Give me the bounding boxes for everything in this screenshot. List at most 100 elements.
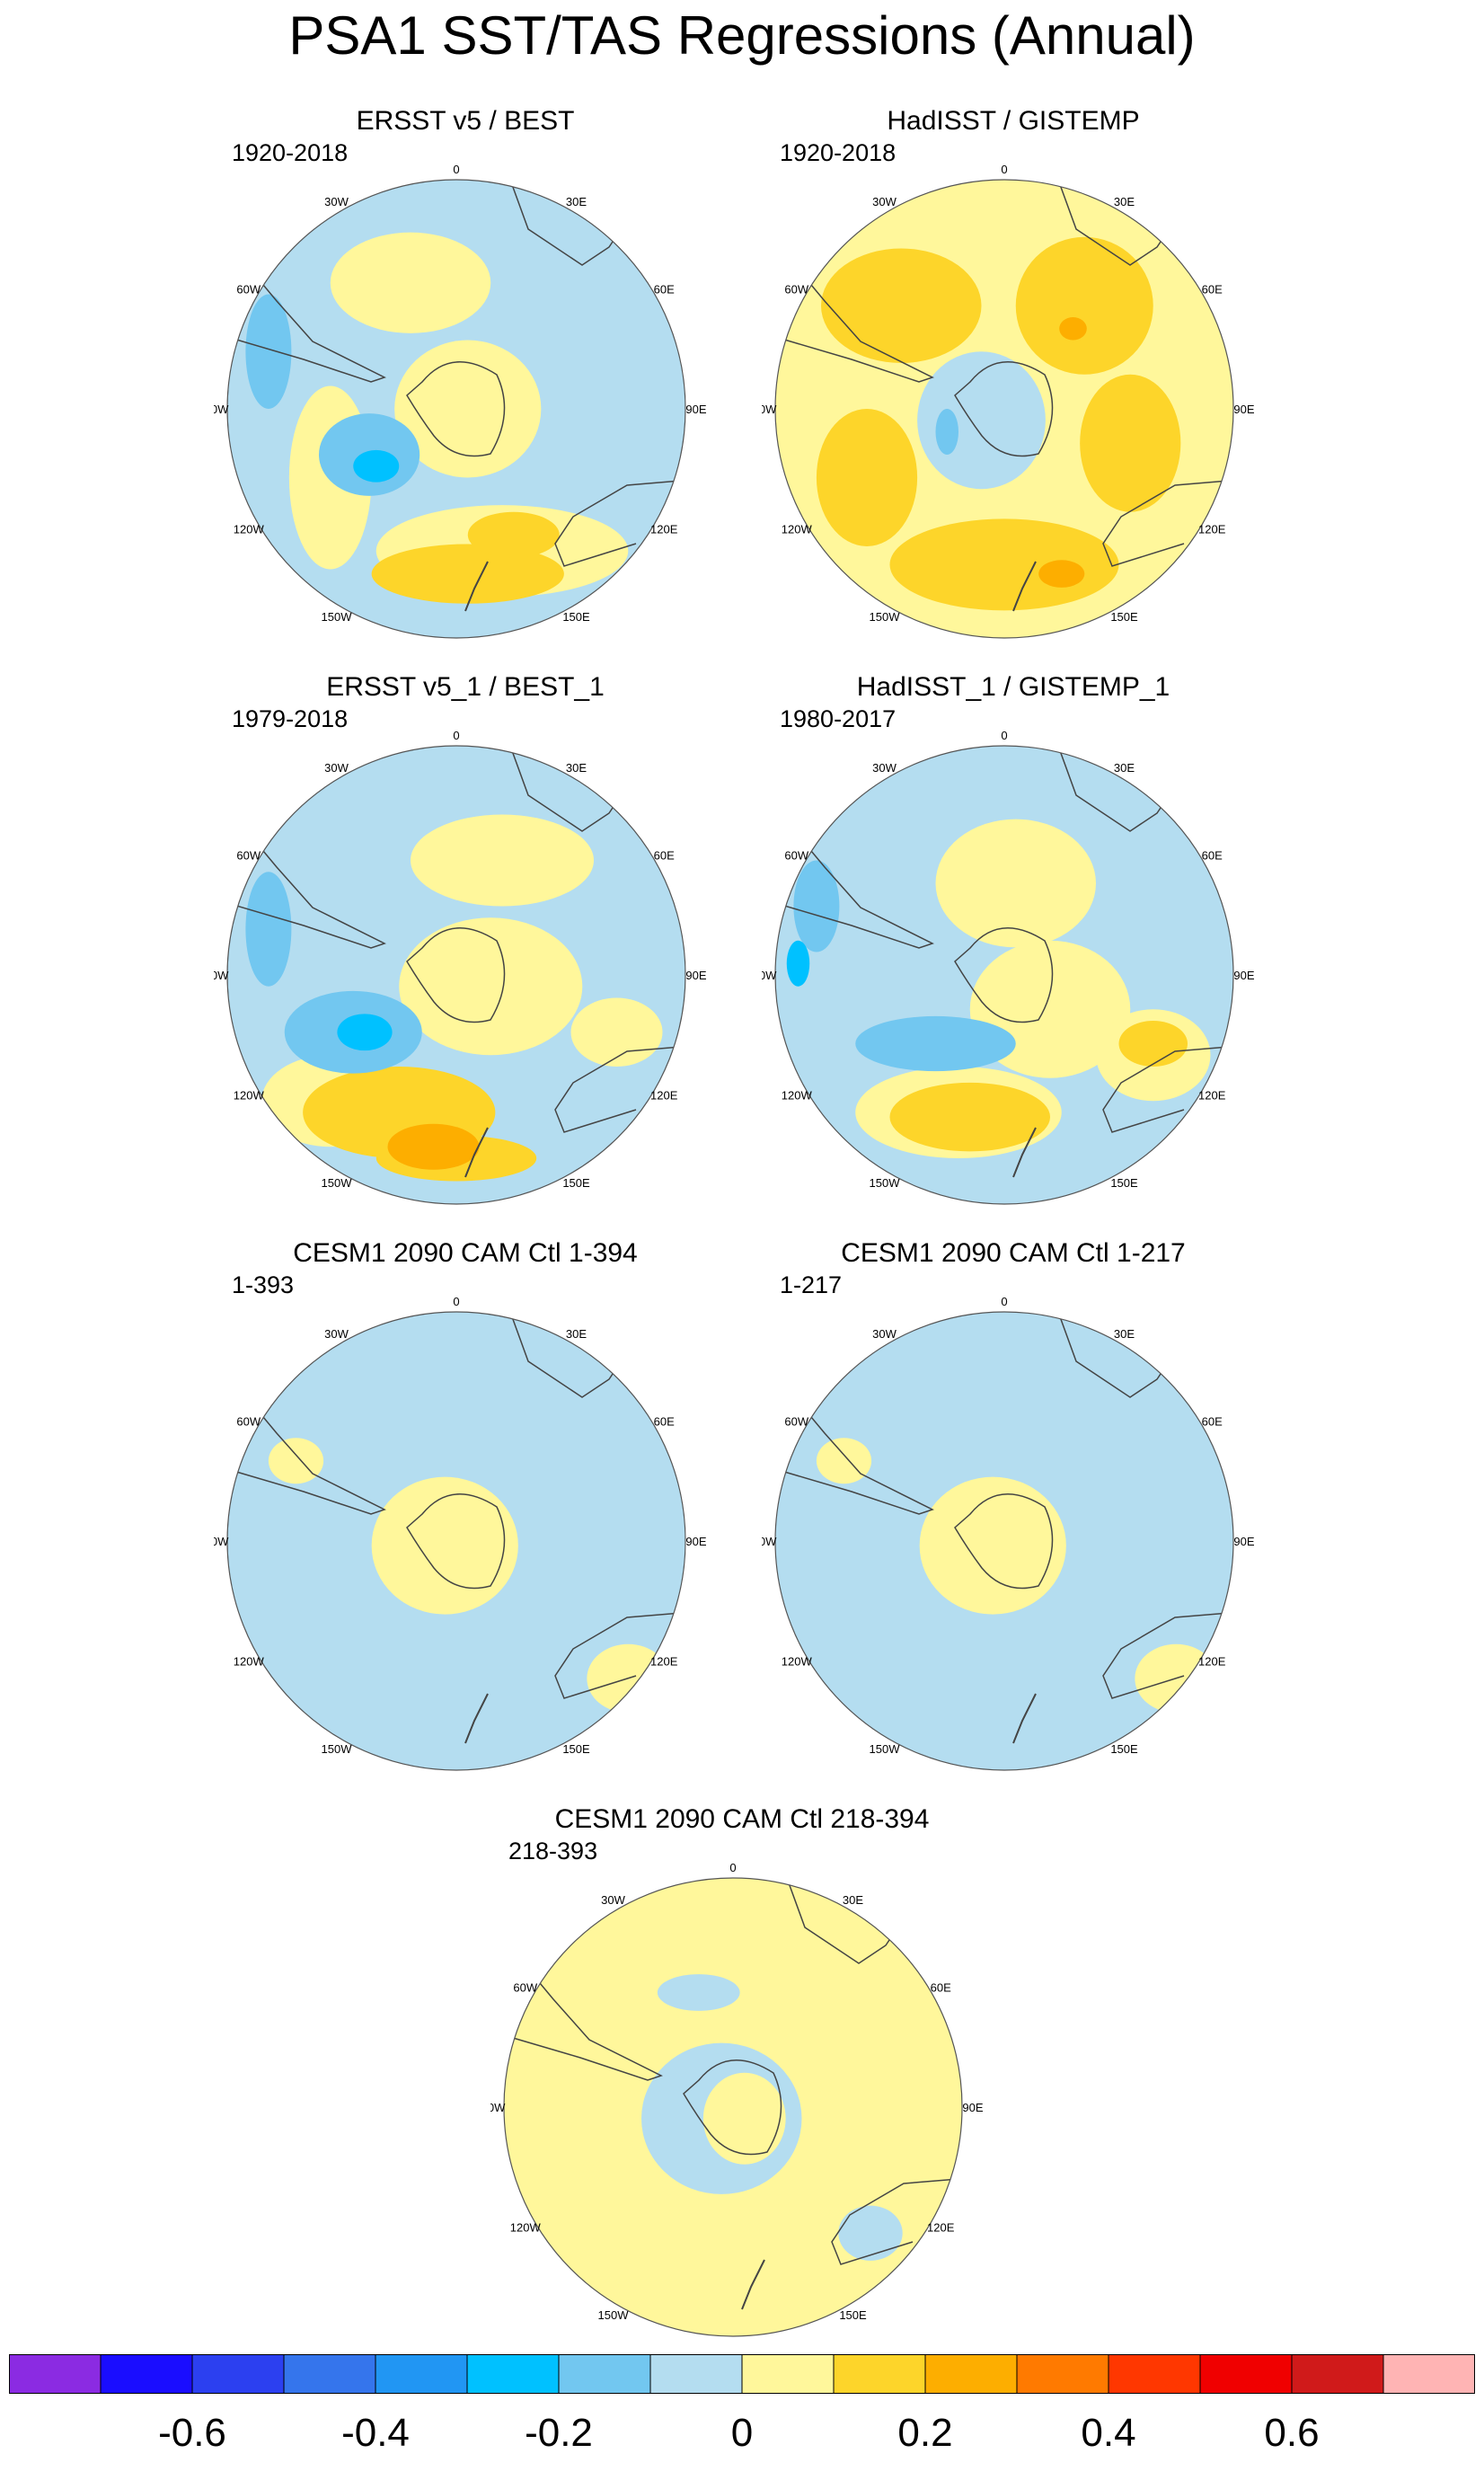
longitude-label: 90W <box>762 969 777 982</box>
anomaly-region <box>935 819 1096 948</box>
anomaly-region <box>245 872 292 987</box>
longitude-label: 60W <box>784 283 808 297</box>
colorbar-labels: -0.6 -0.4 -0.2 0 0.2 0.4 0.6 <box>9 2408 1475 2462</box>
longitude-label: 120W <box>234 1089 265 1103</box>
colorbar-tick-label: -0.4 <box>341 2411 410 2455</box>
longitude-label: 90E <box>685 403 706 416</box>
anomaly-region <box>702 2072 786 2165</box>
anomaly-region <box>399 917 583 1056</box>
anomaly-region <box>1080 374 1181 512</box>
australia-coastline <box>1102 1046 1230 1133</box>
new-zealand-coastline <box>1012 1693 1037 1744</box>
figure-title: PSA1 SST/TAS Regressions (Annual) <box>288 5 1196 66</box>
antarctica-coastline <box>406 927 506 1023</box>
map-panel-cesm-218-394: CESM1 2090 CAM Ctl 218-394 218-393 0 30E 6… <box>490 1802 994 2341</box>
longitude-label: 60E <box>1202 1415 1223 1429</box>
map-border <box>774 1311 1234 1771</box>
longitude-label: 0 <box>1001 1295 1007 1308</box>
longitude-label: 30W <box>324 1327 349 1341</box>
map-panel-cesm-1-217: CESM1 2090 CAM Ctl 1-217 1-217 0 30E 60E 90… <box>762 1236 1265 1775</box>
anomaly-region <box>1059 317 1087 341</box>
colorbar <box>9 2354 1475 2394</box>
antarctica-coastline <box>954 1493 1054 1590</box>
panel-title: CESM1 2090 CAM Ctl 218-394 <box>554 1804 930 1834</box>
polar-map: 030E60E90E120E150E180150W120W90W60W30W <box>490 1861 984 2337</box>
australia-coastline <box>554 480 682 567</box>
anomaly-region <box>353 449 400 483</box>
longitude-label: 60W <box>236 1415 261 1429</box>
map-panel-hadisst1-gistemp1: HadISST_1 / GISTEMP_1 1980-2017 0 30E 60E 9… <box>762 669 1265 1209</box>
longitude-label: 90W <box>490 2101 506 2114</box>
panel-title: CESM1 2090 CAM Ctl 1-217 <box>841 1238 1186 1268</box>
longitude-label: 90E <box>685 1535 706 1548</box>
colorbar-tick-label: 0.4 <box>1081 2411 1136 2455</box>
map-border <box>226 179 686 639</box>
longitude-label: 120E <box>927 2221 955 2235</box>
colorbar-swatch <box>741 2354 835 2394</box>
panel-title: HadISST_1 / GISTEMP_1 <box>856 672 1170 702</box>
anomaly-region <box>394 340 542 478</box>
longitude-label: 30W <box>324 195 349 208</box>
longitude-label: 30E <box>566 1327 587 1341</box>
longitude-label: 90W <box>214 1535 229 1548</box>
longitude-label: 90W <box>214 403 229 416</box>
longitude-label: 30E <box>1114 1327 1135 1341</box>
longitude-label: 60E <box>1202 283 1223 297</box>
colorbar-swatch <box>649 2354 743 2394</box>
longitude-label: 60E <box>931 1981 951 1995</box>
colorbar-swatch <box>558 2354 651 2394</box>
longitude-label: 150E <box>562 610 590 624</box>
new-zealand-coastline <box>464 1127 489 1178</box>
anomaly-region <box>570 997 663 1067</box>
colorbar-swatch <box>466 2354 560 2394</box>
south-america-coastline <box>227 839 386 949</box>
polar-map: 030E60E90E120E150E180150W120W90W60W30W <box>762 729 1255 1205</box>
anomaly-region <box>935 409 958 455</box>
map-panel-ersst-best: ERSST v5 / BEST 1920-2018 0 30E 60E 90E 120E… <box>214 103 717 642</box>
south-america-coastline <box>227 273 386 383</box>
longitude-label: 30E <box>843 1893 863 1907</box>
new-zealand-coastline <box>464 1693 489 1744</box>
australia-coastline <box>554 1046 682 1133</box>
longitude-label: 60E <box>654 849 675 863</box>
colorbar-swatch <box>833 2354 926 2394</box>
longitude-label: 150E <box>1110 1742 1138 1756</box>
south-america-coastline <box>775 273 934 383</box>
longitude-label: 0 <box>453 729 459 742</box>
colorbar-tick-label: 0 <box>730 2411 754 2455</box>
anomaly-region <box>268 1438 324 1484</box>
anomaly-region <box>793 860 840 952</box>
panel-title: ERSST v5_1 / BEST_1 <box>326 672 605 702</box>
longitude-label: 120E <box>650 1089 678 1103</box>
longitude-label: 150W <box>870 1742 901 1756</box>
longitude-label: 150W <box>322 1742 353 1756</box>
anomaly-region <box>919 1476 1066 1615</box>
map-border <box>226 1311 686 1771</box>
longitude-label: 60W <box>513 1981 537 1995</box>
longitude-label: 0 <box>729 1861 736 1874</box>
longitude-label: 60E <box>654 1415 675 1429</box>
longitude-label: 120W <box>782 523 813 536</box>
polar-map: 030E60E90E120E150E180150W120W90W60W30W <box>214 729 707 1205</box>
anomaly-region <box>371 544 564 604</box>
anomaly-region <box>838 2205 903 2261</box>
anomaly-region <box>821 248 982 363</box>
map-panel-cesm-1-394: CESM1 2090 CAM Ctl 1-394 1-393 0 30E 60E 90… <box>214 1236 717 1775</box>
longitude-label: 60E <box>1202 849 1223 863</box>
longitude-label: 0 <box>1001 163 1007 176</box>
longitude-label: 150W <box>598 2308 630 2322</box>
anomaly-region <box>337 1014 393 1051</box>
longitude-label: 90E <box>1233 1535 1254 1548</box>
longitude-label: 90W <box>762 403 777 416</box>
colorbar-swatch <box>100 2354 193 2394</box>
longitude-label: 60W <box>236 849 261 863</box>
anomaly-region <box>1015 236 1153 375</box>
longitude-label: 120E <box>650 523 678 536</box>
longitude-label: 60E <box>654 283 675 297</box>
longitude-label: 120E <box>650 1655 678 1669</box>
longitude-label: 90W <box>762 1535 777 1548</box>
longitude-label: 30W <box>872 195 897 208</box>
longitude-label: 150E <box>1110 610 1138 624</box>
longitude-label: 60W <box>784 1415 808 1429</box>
antarctica-coastline <box>406 361 506 457</box>
